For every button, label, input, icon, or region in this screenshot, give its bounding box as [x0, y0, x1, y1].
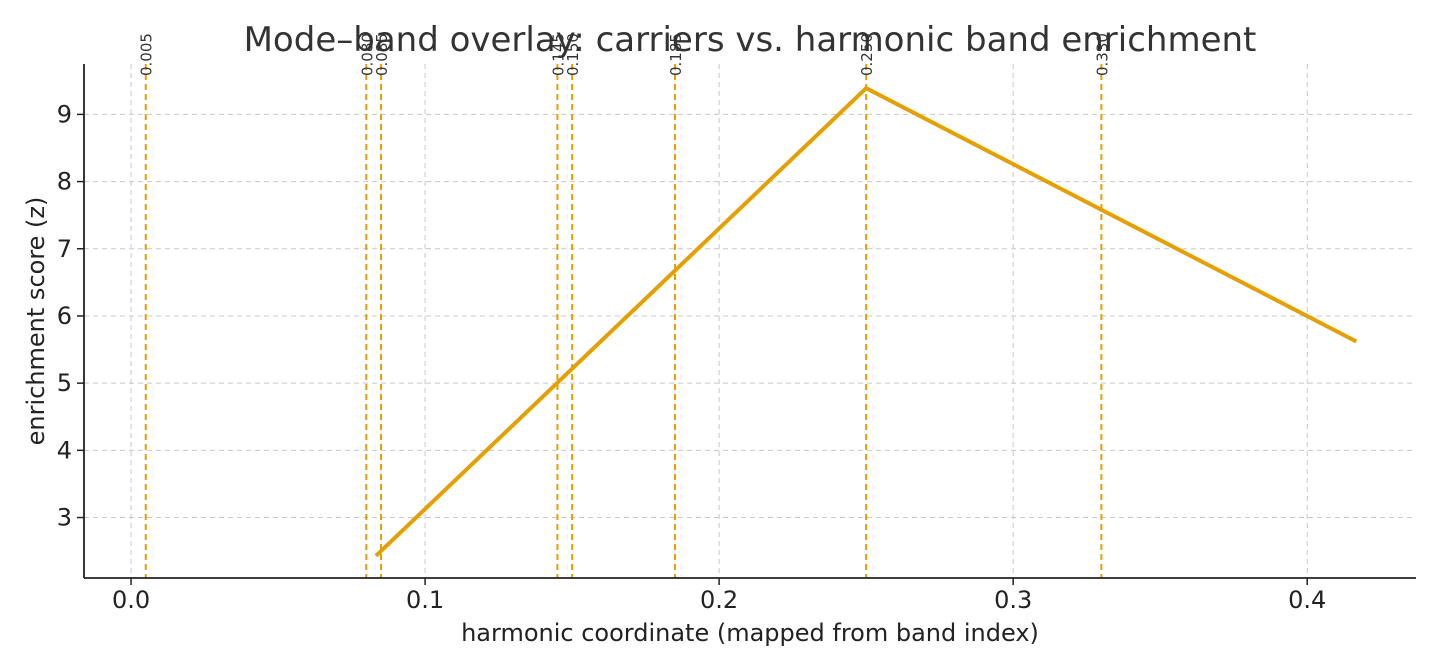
y-tick-label: 3 — [57, 504, 72, 532]
x-tick-label: 0.1 — [406, 586, 444, 614]
marker-label: 0.145 — [549, 33, 567, 76]
marker-label: 0.150 — [564, 33, 582, 76]
marker-label: 0.085 — [373, 33, 391, 76]
axis-layer — [83, 64, 1416, 579]
grid-layer — [84, 64, 1416, 578]
y-tick-label: 7 — [57, 235, 72, 263]
series-layer — [374, 85, 1358, 558]
series-line — [374, 85, 1358, 558]
x-tick-label: 0.2 — [700, 586, 738, 614]
tick-layer: 0.0 0.1 0.2 0.3 0.4 3 4 5 6 7 8 9 — [57, 100, 1327, 614]
y-tick-label: 5 — [57, 369, 72, 397]
marker-label: 0.330 — [1093, 33, 1111, 76]
y-tick-label: 6 — [57, 302, 72, 330]
y-axis-label: enrichment score (z) — [22, 197, 50, 446]
x-tick-label: 0.3 — [994, 586, 1032, 614]
y-tick-label: 9 — [57, 100, 72, 128]
marker-label: 0.080 — [358, 33, 376, 76]
marker-label: 0.005 — [138, 33, 156, 76]
marker-label: 0.185 — [667, 33, 685, 76]
marker-label: 0.250 — [858, 33, 876, 76]
y-tick-label: 4 — [57, 436, 72, 464]
x-tick-label: 0.0 — [112, 586, 150, 614]
x-axis-label: harmonic coordinate (mapped from band in… — [461, 619, 1039, 647]
chart-title: Mode–band overlay: carriers vs. harmonic… — [244, 20, 1257, 60]
x-tick-label: 0.4 — [1288, 586, 1326, 614]
y-tick-label: 8 — [57, 168, 72, 196]
